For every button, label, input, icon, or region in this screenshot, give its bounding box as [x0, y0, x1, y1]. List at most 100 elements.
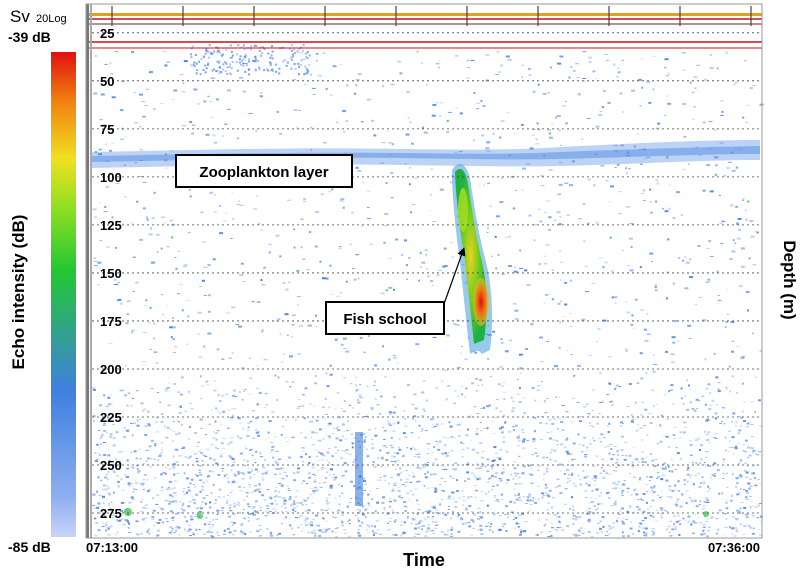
echo-speck	[460, 441, 463, 444]
echo-speck	[305, 504, 308, 506]
echo-speck	[203, 345, 206, 348]
echo-speck	[728, 526, 731, 529]
echo-speck	[105, 484, 109, 487]
echo-speck	[183, 494, 187, 495]
echo-speck	[617, 454, 620, 457]
echo-speck	[527, 493, 531, 496]
echo-speck	[681, 52, 686, 54]
echo-speck	[248, 58, 250, 61]
echo-speck	[632, 421, 634, 423]
echo-speck	[741, 199, 744, 201]
echo-speck	[491, 421, 494, 423]
echo-speck	[723, 422, 726, 425]
echo-speck	[437, 448, 441, 451]
echo-speck	[202, 454, 206, 456]
echo-speck	[417, 533, 421, 535]
echo-speck	[147, 528, 150, 531]
echo-speck	[163, 222, 166, 224]
left-border-bar	[86, 4, 89, 538]
echo-speck	[94, 460, 98, 462]
echo-speck	[269, 64, 272, 67]
echo-speck	[431, 529, 435, 532]
echo-speck	[317, 74, 322, 77]
echo-speck	[116, 532, 119, 533]
echo-speck	[577, 534, 581, 536]
echo-speck	[230, 483, 234, 485]
echo-speck	[270, 451, 273, 453]
echo-speck	[552, 439, 556, 441]
echo-speck	[311, 502, 314, 504]
echo-speck	[137, 470, 141, 473]
echo-speck	[465, 387, 468, 390]
echo-speck	[560, 144, 562, 146]
echo-speck	[160, 442, 163, 444]
echo-speck	[342, 206, 345, 209]
echo-speck	[355, 84, 358, 87]
echo-speck	[112, 437, 116, 440]
echo-speck	[659, 507, 663, 510]
echo-speck	[518, 386, 521, 389]
echo-speck	[572, 458, 576, 460]
echo-speck	[707, 526, 711, 528]
echo-speck	[103, 420, 107, 422]
echo-speck	[251, 512, 255, 515]
echo-speck	[654, 289, 658, 292]
echo-speck	[243, 532, 246, 534]
echo-speck	[160, 473, 163, 476]
echo-speck	[208, 470, 212, 473]
echo-speck	[419, 520, 423, 523]
echo-speck	[105, 405, 109, 408]
echo-speck	[255, 431, 259, 434]
echo-speck	[737, 442, 741, 444]
echo-speck	[421, 528, 424, 531]
echo-speck	[206, 475, 209, 478]
echo-speck	[550, 430, 553, 433]
echo-speck	[140, 501, 142, 503]
echo-speck	[486, 470, 490, 472]
echo-speck	[332, 65, 337, 68]
echo-speck	[561, 529, 564, 532]
echo-speck	[367, 531, 369, 533]
echo-speck	[345, 280, 348, 283]
echo-speck	[238, 58, 241, 61]
echo-speck	[633, 145, 636, 148]
echo-speck	[626, 488, 630, 490]
echo-speck	[627, 265, 631, 266]
echo-speck	[347, 535, 351, 538]
echo-speck	[750, 235, 755, 238]
echo-speck	[438, 484, 442, 486]
echo-speck	[426, 471, 429, 474]
echo-speck	[229, 510, 233, 512]
echo-speck	[584, 265, 588, 268]
echo-speck	[472, 527, 475, 529]
echo-speck	[225, 62, 228, 65]
echo-speck	[501, 385, 504, 387]
echo-speck	[252, 410, 255, 412]
echo-speck	[337, 509, 341, 511]
echo-speck	[660, 516, 663, 519]
echo-speck	[594, 475, 598, 478]
echo-speck	[543, 302, 546, 304]
echo-speck	[161, 521, 164, 523]
echo-speck	[450, 242, 453, 244]
echo-speck	[153, 108, 156, 111]
echo-speck	[213, 380, 217, 382]
echo-speck	[128, 501, 132, 504]
echo-speck	[338, 503, 341, 506]
echo-speck	[230, 67, 233, 70]
echo-speck	[565, 411, 569, 413]
echo-speck	[360, 121, 364, 123]
echo-speck	[565, 488, 568, 491]
echo-speck	[413, 527, 417, 530]
echo-speck	[282, 282, 286, 285]
echo-speck	[514, 309, 519, 312]
echo-speck	[205, 380, 209, 383]
echo-speck	[612, 526, 616, 529]
echo-speck	[498, 50, 500, 52]
echo-speck	[581, 318, 586, 321]
echo-speck	[121, 489, 125, 491]
echo-speck	[660, 509, 663, 512]
echo-speck	[132, 498, 135, 500]
echo-speck	[750, 447, 754, 450]
echo-speck	[109, 149, 112, 152]
